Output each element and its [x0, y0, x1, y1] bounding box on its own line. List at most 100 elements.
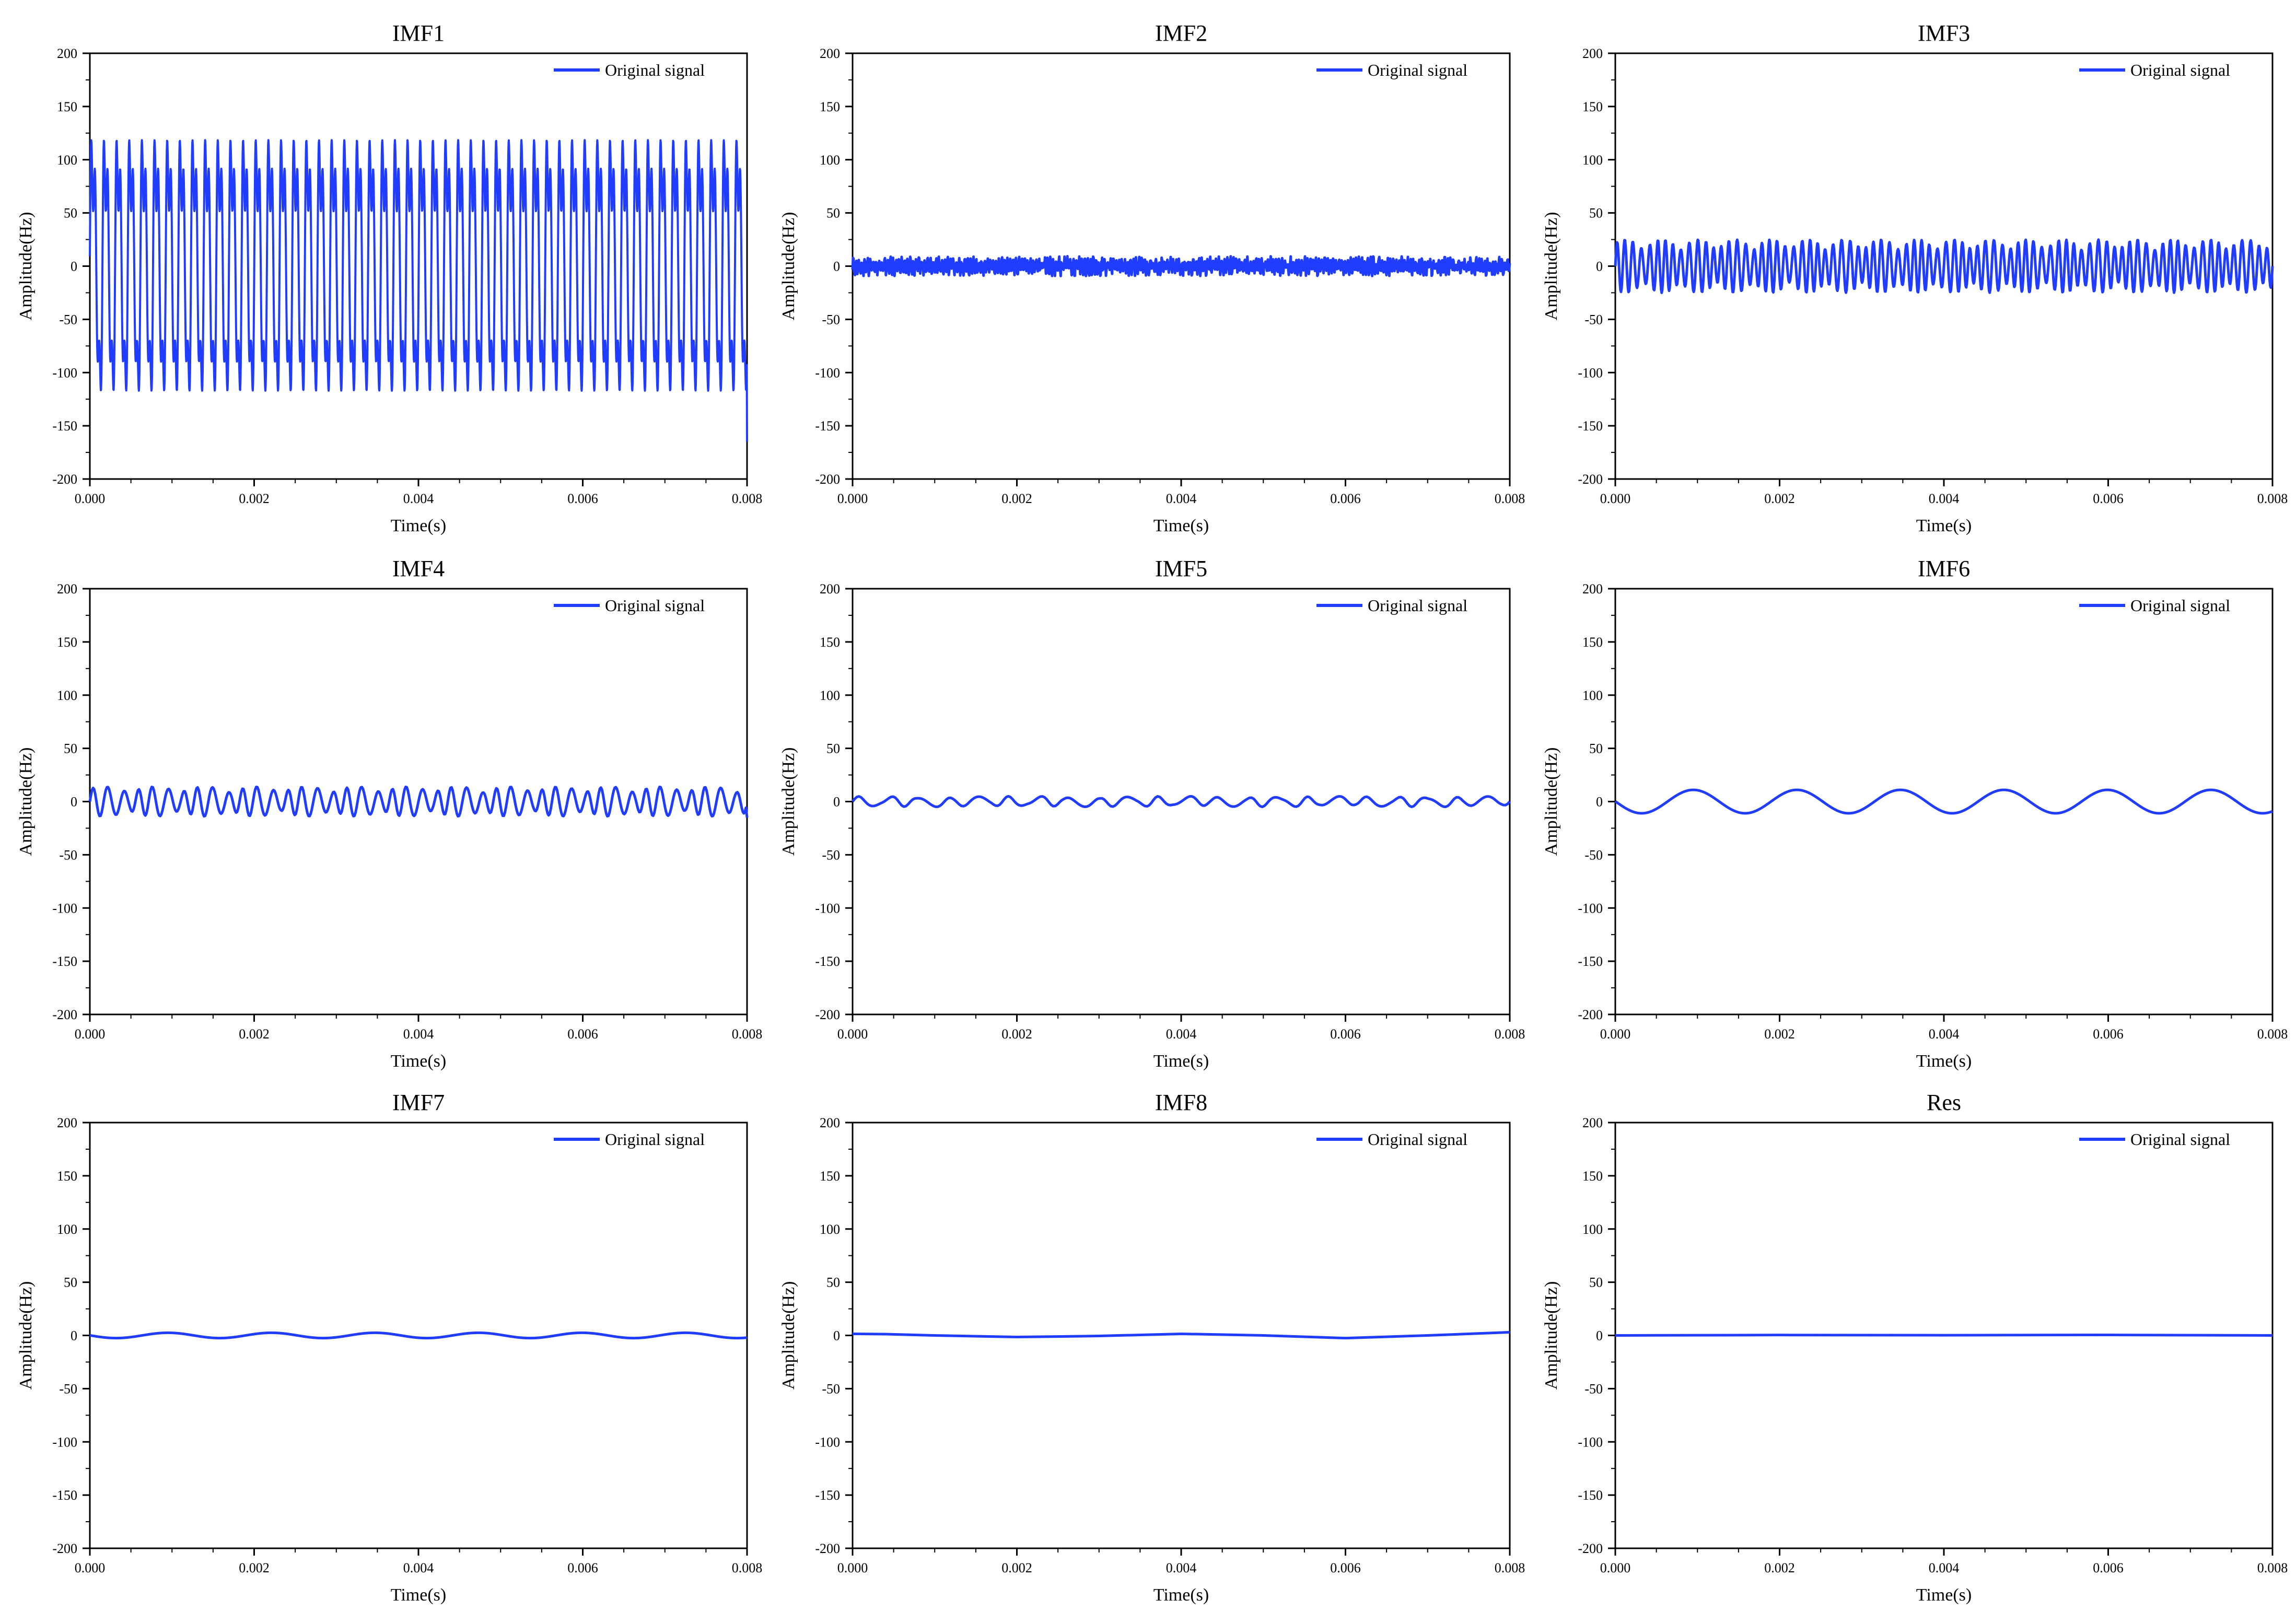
y-tick-label: -200: [52, 1541, 77, 1556]
y-tick-label: 0: [1596, 259, 1603, 274]
y-tick-label: 200: [820, 46, 840, 61]
y-tick-label: 50: [826, 741, 840, 756]
panel-title: IMF4: [392, 556, 445, 581]
series-line-original-signal: [852, 795, 1511, 809]
x-tick-label: 0.008: [2257, 1560, 2288, 1575]
y-tick-label: -50: [822, 847, 840, 862]
y-tick-label: -100: [52, 1434, 77, 1450]
x-tick-label: 0.008: [1495, 1560, 1525, 1575]
x-tick-label: 0.000: [75, 1026, 106, 1042]
y-tick-label: 200: [1582, 1115, 1603, 1130]
series-line-original-signal: [851, 255, 1511, 277]
x-tick-label: 0.000: [837, 1560, 868, 1575]
y-tick-label: 100: [57, 1222, 77, 1237]
y-tick-label: 100: [1582, 1222, 1603, 1237]
y-tick-label: -150: [815, 418, 840, 434]
x-axis-label: Time(s): [1916, 516, 1972, 535]
y-tick-label: 150: [820, 635, 840, 650]
x-tick-label: 0.002: [1001, 491, 1032, 506]
y-tick-label: 150: [1582, 1169, 1603, 1184]
legend-label: Original signal: [1368, 1130, 1467, 1149]
x-tick-label: 0.006: [2093, 1026, 2124, 1042]
panel-title: IMF7: [392, 1090, 445, 1115]
y-tick-label: -150: [815, 954, 840, 969]
panel-imf6: IMF6 200 150 100 50 0 -50 -100 -150 -200 0.000 0.00…: [1542, 556, 2288, 1071]
x-tick-label: 0.004: [1166, 1560, 1197, 1575]
y-tick-label: 50: [64, 741, 77, 756]
x-tick-label: 0.006: [1330, 1026, 1361, 1042]
y-tick-label: -200: [52, 1007, 77, 1022]
panel-imf4: IMF4 200 150 100 50 0 -50 -100 -150 -200 0.000 0.00…: [16, 556, 762, 1071]
x-tick-label: 0.006: [1330, 491, 1361, 506]
x-tick-label: 0.008: [1495, 1026, 1525, 1042]
y-tick-label: 50: [826, 1275, 840, 1290]
y-tick-label: 150: [1582, 635, 1603, 650]
x-tick-label: 0.004: [403, 1560, 434, 1575]
y-tick-label: 0: [71, 795, 77, 810]
x-tick-label: 0.004: [1929, 491, 1960, 506]
y-tick-label: -150: [52, 418, 77, 434]
plot-frame: [1614, 588, 2274, 1015]
y-tick-label: 100: [820, 1222, 840, 1237]
y-tick-label: 150: [57, 1169, 77, 1184]
y-tick-label: -100: [52, 901, 77, 916]
x-axis-label: Time(s): [1916, 1052, 1972, 1071]
panel-title: IMF2: [1155, 20, 1207, 46]
y-tick-label: 0: [833, 795, 840, 810]
panel-title: IMF1: [392, 20, 445, 46]
y-tick-label: 200: [1582, 581, 1603, 597]
y-tick-label: 150: [1582, 99, 1603, 114]
x-tick-label: 0.008: [2257, 1026, 2288, 1042]
y-axis-label: Amplitude(Hz): [16, 212, 36, 321]
y-tick-label: 50: [1589, 741, 1603, 756]
y-tick-label: -100: [815, 1434, 840, 1450]
x-tick-label: 0.002: [1764, 1560, 1795, 1575]
y-tick-label: -150: [1578, 954, 1603, 969]
x-tick-label: 0.006: [2093, 1560, 2124, 1575]
series-line-original-signal: [852, 1330, 1510, 1340]
x-axis-label: Time(s): [391, 516, 446, 535]
y-tick-label: -100: [1578, 901, 1603, 916]
y-axis-label: Amplitude(Hz): [1542, 212, 1561, 321]
x-tick-label: 0.002: [1764, 491, 1795, 506]
y-tick-label: 100: [57, 153, 77, 168]
y-tick-label: 150: [820, 1169, 840, 1184]
y-tick-label: 0: [833, 259, 840, 274]
y-tick-label: -150: [1578, 1488, 1603, 1503]
x-axis-label: Time(s): [1153, 1052, 1209, 1071]
legend-label: Original signal: [2130, 596, 2230, 615]
x-tick-label: 0.006: [567, 1026, 598, 1042]
y-tick-label: 100: [1582, 153, 1603, 168]
y-tick-label: 150: [57, 99, 77, 114]
y-tick-label: 50: [826, 206, 840, 221]
y-tick-label: -50: [822, 1381, 840, 1396]
x-tick-label: 0.006: [1330, 1560, 1361, 1575]
panel-imf3: IMF3 200 150 100 50 0 -50 -100 -150 -200 0.000 0.00…: [1542, 20, 2288, 535]
y-tick-label: -150: [1578, 418, 1603, 434]
x-tick-label: 0.006: [567, 1560, 598, 1575]
y-axis-label: Amplitude(Hz): [16, 748, 36, 856]
y-axis-label: Amplitude(Hz): [1542, 1281, 1561, 1390]
x-tick-label: 0.002: [239, 1560, 270, 1575]
y-tick-label: 50: [1589, 206, 1603, 221]
panel-res: Res 200 150 100 50 0 -50 -100 -150 -200 0.000 0.002…: [1542, 1090, 2288, 1605]
y-tick-label: -50: [59, 847, 77, 862]
y-tick-label: 0: [1596, 795, 1603, 810]
x-axis-label: Time(s): [1916, 1585, 1972, 1605]
x-tick-label: 0.002: [1764, 1026, 1795, 1042]
y-tick-label: 200: [820, 581, 840, 597]
y-tick-label: -50: [822, 312, 840, 327]
y-tick-label: -100: [1578, 1434, 1603, 1450]
x-axis-label: Time(s): [1153, 516, 1209, 535]
y-tick-label: -200: [815, 472, 840, 487]
x-tick-label: 0.008: [2257, 491, 2288, 506]
x-tick-label: 0.002: [239, 1026, 270, 1042]
x-tick-label: 0.004: [403, 1026, 434, 1042]
y-tick-label: 200: [57, 1115, 77, 1130]
y-tick-label: 200: [57, 46, 77, 61]
y-axis-label: Amplitude(Hz): [779, 212, 798, 321]
y-tick-label: 150: [57, 635, 77, 650]
series-line-original-signal: [1614, 238, 2274, 294]
x-tick-label: 0.004: [1929, 1560, 1960, 1575]
